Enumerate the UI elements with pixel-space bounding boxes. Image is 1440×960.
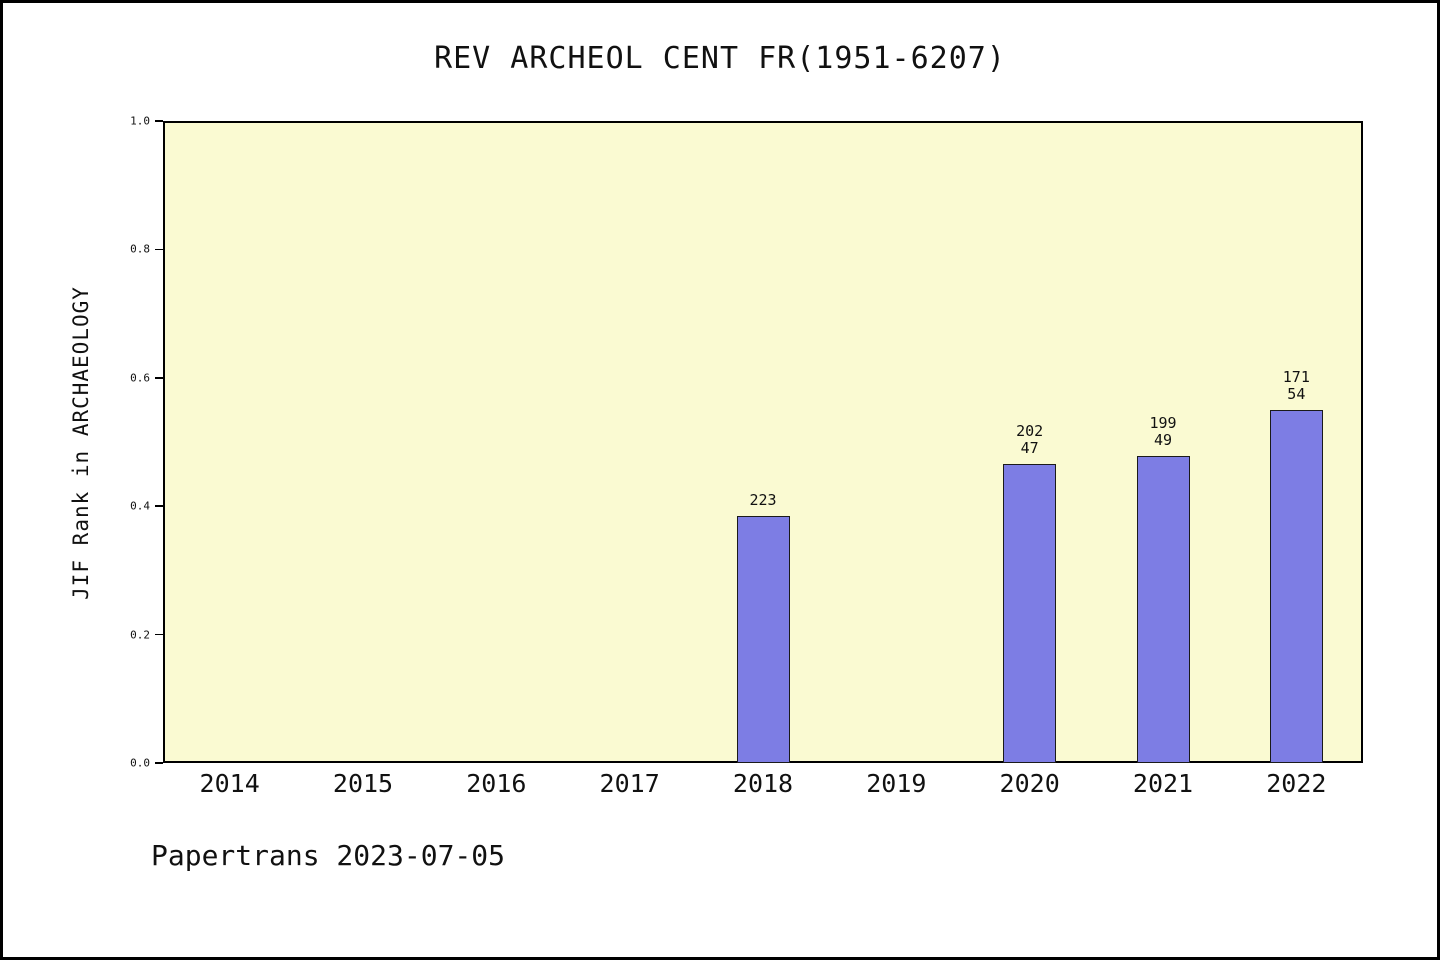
x-tick-label: 2019 xyxy=(866,769,927,798)
y-tick-mark xyxy=(155,248,163,251)
bar-value-label: 171 54 xyxy=(1236,367,1356,403)
y-tick-mark xyxy=(155,377,163,379)
bar-2018 xyxy=(736,515,790,763)
x-tick-label: 2018 xyxy=(732,769,794,798)
x-tick-label: 2020 xyxy=(999,769,1060,798)
bar-2020 xyxy=(1003,464,1057,763)
bar-value-label-line: 202 xyxy=(1016,422,1044,441)
bar-value-label: 199 49 xyxy=(1103,415,1223,449)
y-tick-label: 0.4 xyxy=(130,499,150,513)
x-tick-label: 2014 xyxy=(199,769,260,798)
y-tick-label: 0.0 xyxy=(130,756,150,770)
y-axis-label: JIF Rank in ARCHAEOLOGY xyxy=(69,286,93,600)
x-tick-label: 2017 xyxy=(599,769,660,798)
y-tick-mark xyxy=(155,762,163,764)
bar-value-label-line: 49 xyxy=(1153,431,1173,450)
bar-value-label-line: 171 xyxy=(1282,367,1310,386)
chart-title: REV ARCHEOL CENT FR(1951-6207) xyxy=(434,41,1006,76)
bar-2021 xyxy=(1136,456,1190,763)
y-tick-label: 0.8 xyxy=(130,242,150,256)
x-tick-label: 2021 xyxy=(1132,769,1194,798)
bar-value-label-line: 47 xyxy=(1020,439,1039,458)
x-tick-label: 2015 xyxy=(332,769,394,798)
y-tick-label: 1.0 xyxy=(130,114,150,128)
footer-text: Papertrans 2023-07-05 xyxy=(151,839,506,872)
bar-value-label-line: 199 xyxy=(1149,414,1177,433)
y-tick-mark xyxy=(155,505,163,507)
x-tick-label: 2022 xyxy=(1266,769,1327,798)
y-tick-label: 0.6 xyxy=(130,371,150,385)
y-tick-mark xyxy=(155,120,163,122)
y-tick-mark xyxy=(155,633,163,636)
bar-2022 xyxy=(1269,409,1323,763)
y-tick-label: 0.2 xyxy=(130,628,150,642)
bar-value-label-line: 223 xyxy=(749,490,777,509)
bar-value-label: 202 47 xyxy=(970,423,1090,457)
x-tick-label: 2016 xyxy=(466,769,527,798)
bar-value-label-line: 54 xyxy=(1287,384,1306,403)
bar-value-label: 223 xyxy=(703,490,823,509)
